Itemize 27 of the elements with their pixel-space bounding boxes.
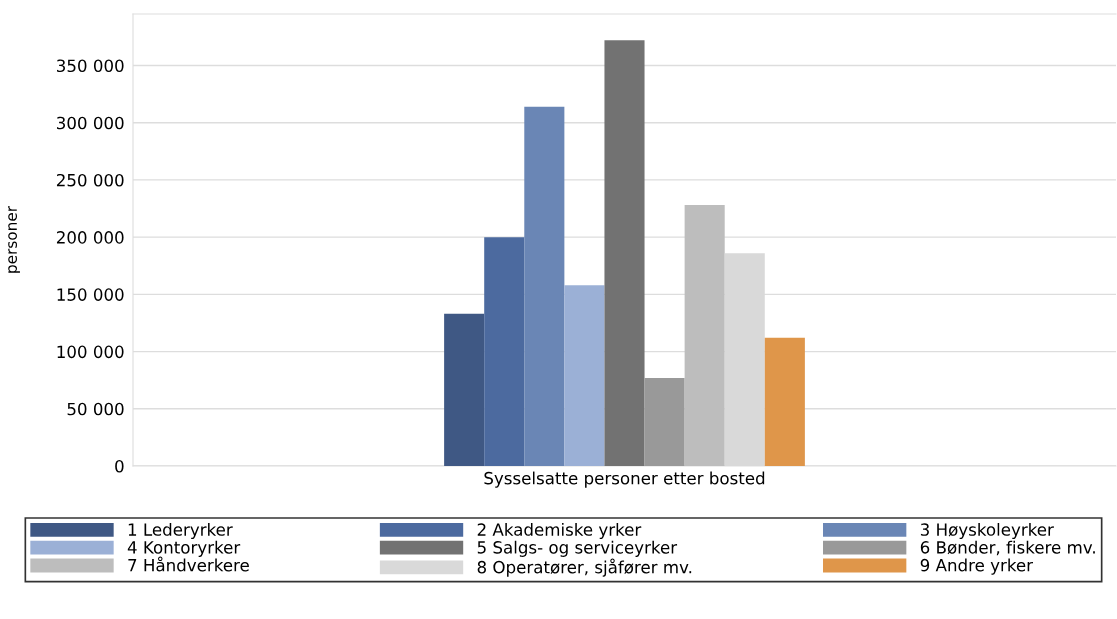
- bar: [444, 313, 485, 466]
- y-tick-label: 250 000: [56, 173, 124, 187]
- y-axis-title: personer: [8, 205, 20, 273]
- y-tick-label: 0: [115, 459, 124, 473]
- legend-label: 6 Bønder, fiskere mv.: [920, 540, 1095, 556]
- bar: [604, 40, 645, 466]
- legend-label: 5 Salgs- og serviceyrker: [477, 540, 678, 557]
- legend-label: 8 Operatører, sjåfører mv.: [477, 558, 692, 577]
- bar: [644, 377, 685, 466]
- y-tick-label: 100 000: [57, 345, 124, 359]
- bar: [484, 237, 525, 466]
- bar: [684, 205, 725, 466]
- y-tick-label: 350 000: [57, 59, 124, 73]
- x-tick-label: Sysselsatte personer etter bosted: [484, 471, 765, 488]
- legend-label: 1 Lederyrker: [128, 522, 233, 540]
- y-tick-label: 200 000: [56, 231, 124, 244]
- bar: [524, 106, 565, 466]
- bar: [764, 337, 805, 466]
- y-tick-label: 300 000: [57, 116, 124, 130]
- y-tick-label: 50 000: [67, 402, 124, 416]
- legend-label: 7 Håndverkere: [128, 556, 249, 572]
- bar: [564, 285, 605, 466]
- y-tick-label: 150 000: [57, 288, 124, 301]
- legend-label: 4 Kontoryrker: [127, 540, 241, 557]
- legend-label: 2 Akademiske yrker: [477, 522, 642, 540]
- legend-label: 3 Høyskoleyrker: [920, 522, 1054, 540]
- legend-label: 9 Andre yrker: [920, 558, 1034, 575]
